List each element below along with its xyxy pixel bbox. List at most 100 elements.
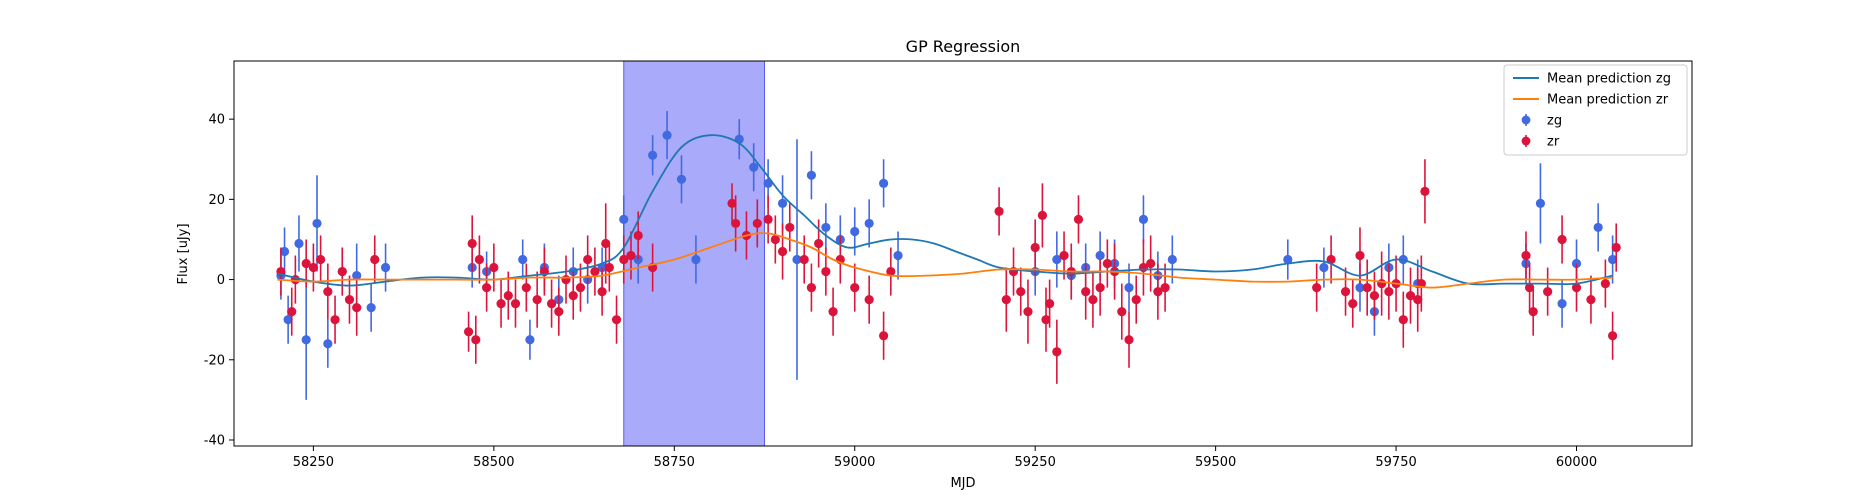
x-axis-label: MJD — [950, 476, 975, 491]
point-zr — [611, 315, 622, 325]
point-zg — [1557, 299, 1567, 309]
point-zg — [879, 178, 889, 188]
point-zg — [294, 238, 304, 249]
point-zr — [770, 234, 780, 245]
point-zr — [1348, 299, 1358, 309]
point-zg — [691, 254, 701, 265]
point-zr — [308, 262, 318, 273]
axes-frame — [233, 60, 1693, 447]
x-tick-label: 59250 — [1014, 455, 1055, 470]
point-zg — [821, 222, 831, 233]
point-zr — [1081, 286, 1091, 297]
point-zr — [1586, 295, 1596, 305]
point-zr — [467, 238, 477, 249]
point-zr — [1095, 282, 1105, 293]
x-tick-label: 59000 — [834, 455, 875, 470]
point-zr — [323, 286, 333, 297]
point-zr — [1146, 258, 1156, 269]
y-tick-label: -20 — [204, 353, 225, 368]
point-zr — [344, 295, 355, 305]
point-zr — [463, 327, 474, 337]
plot-area: 58250 58500 58750 59000 59250 59500 59750 60000… — [204, 60, 1693, 470]
point-zr — [1600, 278, 1610, 289]
point-zr — [1521, 250, 1531, 261]
point-zr — [1117, 307, 1127, 317]
point-zr — [1160, 282, 1170, 293]
point-zr — [1326, 254, 1336, 265]
x-tick-label: 58250 — [293, 455, 334, 470]
point-zg — [662, 130, 672, 140]
y-tick-label: 0 — [217, 273, 225, 288]
point-zr — [1420, 186, 1430, 196]
x-tick-label: 59750 — [1375, 455, 1416, 470]
point-zr — [752, 218, 762, 229]
point-zr — [731, 218, 741, 229]
point-zr — [1528, 307, 1538, 317]
point-zg — [749, 162, 759, 172]
point-zg — [1052, 254, 1062, 265]
y-tick-label: 20 — [208, 193, 225, 208]
series-zr — [276, 159, 1621, 384]
point-zg — [1167, 254, 1177, 265]
point-zr — [489, 262, 499, 273]
point-zr — [799, 254, 809, 265]
point-zg — [777, 198, 788, 208]
point-zr — [879, 331, 889, 341]
legend-label: zr — [1547, 135, 1560, 150]
legend: Mean prediction zg Mean prediction zr zg zr — [1503, 64, 1688, 156]
point-zr — [850, 282, 860, 293]
point-zr — [1413, 295, 1423, 305]
point-zg — [323, 339, 333, 349]
point-zr — [583, 254, 593, 265]
point-zr — [521, 282, 531, 293]
point-zr — [1037, 210, 1047, 221]
point-zr — [471, 335, 481, 345]
point-zr — [626, 250, 636, 261]
point-zg — [312, 218, 322, 229]
point-zr — [1312, 282, 1322, 293]
point-zr — [1340, 286, 1351, 297]
point-zg — [525, 335, 535, 345]
point-zr — [496, 299, 506, 309]
point-zr — [1124, 335, 1134, 345]
point-zr — [1384, 286, 1394, 297]
point-zr — [1030, 242, 1040, 253]
point-zg — [648, 150, 658, 160]
point-zg — [1138, 214, 1149, 225]
plot-content — [276, 111, 1621, 400]
point-zr — [1088, 295, 1098, 305]
point-zr — [1045, 299, 1055, 309]
legend-swatch-marker — [1521, 136, 1531, 146]
point-zg — [1319, 262, 1329, 273]
point-zr — [330, 315, 340, 325]
y-axis-label: Flux [uJy] — [176, 223, 191, 284]
point-zr — [1571, 282, 1582, 293]
point-zr — [575, 282, 586, 293]
point-zr — [554, 307, 564, 317]
point-zg — [1095, 250, 1105, 261]
legend-swatch-marker — [1521, 115, 1531, 125]
legend-box — [1503, 64, 1688, 156]
point-zg — [1355, 282, 1365, 293]
point-zr — [287, 307, 297, 317]
point-zr — [597, 286, 607, 297]
point-zr — [482, 282, 492, 293]
point-zg — [850, 226, 860, 237]
point-zr — [1543, 286, 1553, 297]
point-zr — [814, 238, 824, 249]
point-zg — [283, 315, 293, 325]
point-zr — [601, 238, 611, 249]
legend-label: Mean prediction zr — [1547, 93, 1669, 108]
x-tick-label: 58500 — [473, 455, 514, 470]
point-zr — [1023, 307, 1033, 317]
point-zr — [1059, 250, 1069, 261]
point-zr — [727, 198, 737, 208]
point-zr — [1355, 250, 1365, 261]
point-zr — [352, 303, 362, 313]
point-zr — [619, 254, 629, 265]
point-zr — [1001, 295, 1011, 305]
x-tick-label: 59500 — [1195, 455, 1236, 470]
chart-title: GP Regression — [906, 37, 1021, 56]
point-zg — [366, 303, 376, 313]
